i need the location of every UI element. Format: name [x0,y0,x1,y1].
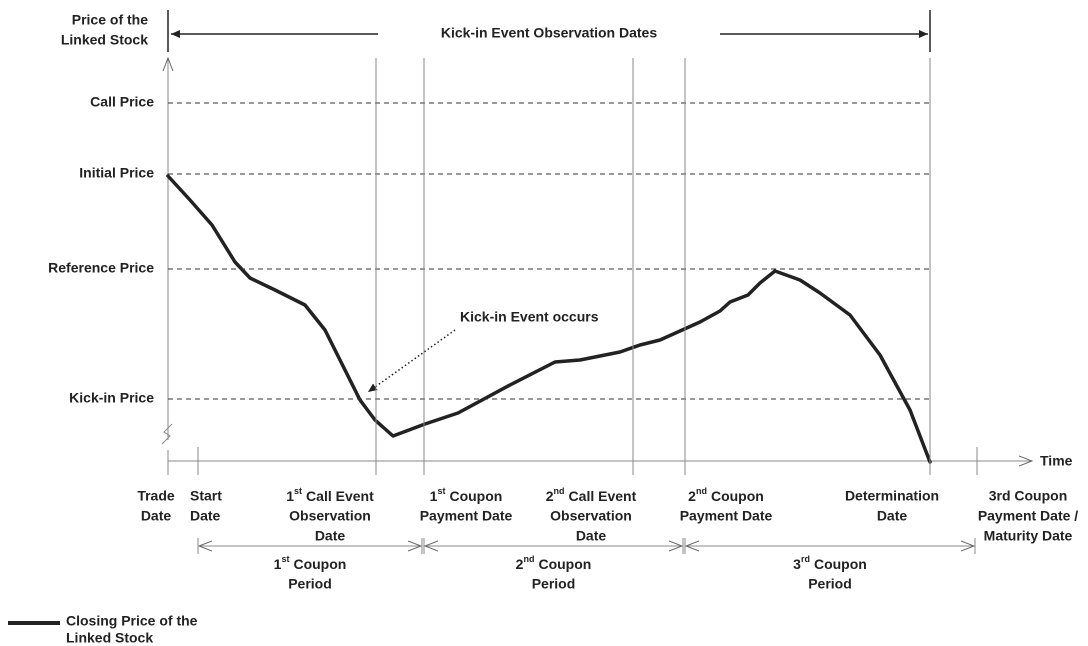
level-label: Call Price [90,94,154,110]
ordinal: 1 [274,556,282,572]
ordinal-suffix: nd [523,554,534,564]
label-line: Observation [289,508,371,524]
y-title: Linked Stock [61,32,148,48]
ordinal: 1 [430,488,438,504]
label-text: Call Event [306,488,374,504]
annotation-arrow [367,329,456,393]
label-text: Coupon [538,556,591,572]
label-line: Payment Date / [978,508,1078,524]
price-curve [166,174,932,464]
label-line: Maturity Date [984,528,1073,544]
label-line: Date [190,508,221,524]
y-title: Price of the [72,12,148,28]
x-title: Time [1040,453,1073,469]
ordinal-suffix: st [281,554,289,564]
legend-text: Linked Stock [66,630,153,646]
axis-break [161,423,173,445]
label-text: Coupon [814,556,867,572]
ordinal-suffix: nd [554,486,565,496]
label-text: Coupon [293,556,346,572]
label-line: Date [576,528,607,544]
ordinal-suffix: nd [696,486,707,496]
banner: Kick-in Event Observation Dates [167,10,931,52]
label-line: Trade [137,488,175,504]
label-text: Coupon [449,488,502,504]
label-line: Period [532,576,576,592]
label-line: Period [288,576,332,592]
label-line: Payment Date [680,508,773,524]
level-label: Reference Price [48,260,154,276]
label-line: Payment Date [420,508,513,524]
ordinal-suffix: st [294,486,302,496]
label-line: Determination [845,488,939,504]
ordinal: 2 [546,488,554,504]
ordinal: 2 [516,556,524,572]
label-line: Date [315,528,346,544]
label-line: 1st Call Event [286,486,374,503]
label-line: Observation [550,508,632,524]
label-line: 3rd Coupon [793,554,867,571]
label-text: Coupon [711,488,764,504]
ordinal: 2 [688,488,696,504]
ordinal: 1 [286,488,294,504]
annotation: Kick-in Event occurs [460,309,599,325]
banner-text: Kick-in Event Observation Dates [441,25,658,41]
label-line: Date [877,508,908,524]
level-label: Kick-in Price [69,390,154,406]
label-line: 2nd Coupon [516,554,592,571]
ordinal-suffix: st [437,486,445,496]
label-line: 1st Coupon [274,554,347,571]
label-line: 2nd Call Event [546,486,637,503]
label-line: 1st Coupon [430,486,503,503]
label-line: Period [808,576,852,592]
label-line: 3rd Coupon [989,488,1068,504]
ordinal: 3 [793,556,801,572]
label-text: Call Event [569,488,637,504]
label-line: Date [141,508,172,524]
label-line: Start [190,488,222,504]
ordinal-suffix: rd [801,554,810,564]
level-label: Initial Price [79,165,154,181]
label-line: 2nd Coupon [688,486,764,503]
legend-text: Closing Price of the [66,613,198,629]
